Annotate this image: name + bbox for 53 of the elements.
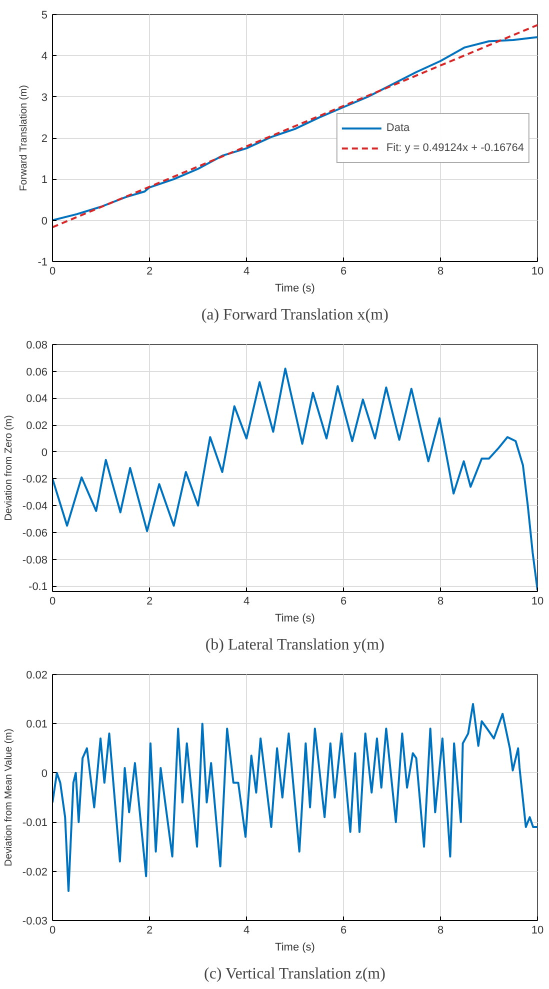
y-tick-label: -0.04 [22, 500, 48, 513]
x-axis-title: Time (s) [275, 282, 315, 294]
x-axis-title: Time (s) [275, 612, 315, 624]
x-tick-label: 6 [340, 924, 347, 936]
legend-label: Fit: y = 0.49124x + -0.16764 [386, 142, 524, 154]
x-axis-title: Time (s) [275, 942, 315, 954]
x-tick-label: 8 [437, 924, 444, 936]
y-axis-title: Deviation from Mean Value (m) [3, 728, 14, 866]
x-tick-label: 2 [146, 266, 153, 278]
x-tick-label: 0 [49, 924, 56, 936]
y-tick-label: 3 [41, 92, 48, 104]
x-tick-label: 2 [146, 924, 153, 936]
legend-label: Data [386, 122, 410, 134]
y-tick-label: 0.06 [26, 366, 48, 378]
x-tick-label: 8 [437, 596, 444, 608]
y-axis-title: Deviation from Zero (m) [3, 415, 14, 521]
text: (a) Forward Translation x(m) [201, 306, 388, 324]
y-tick-label: 0.08 [26, 340, 48, 352]
x-tick-label: 4 [243, 596, 250, 608]
y-tick-label: 0.02 [26, 420, 48, 432]
line-series [52, 703, 538, 892]
x-tick-label: 6 [340, 596, 347, 608]
x-tick-label: 10 [531, 266, 544, 278]
x-tick-label: 4 [243, 924, 250, 936]
y-tick-label: 0.01 [26, 718, 48, 731]
x-tick-label: 8 [437, 266, 444, 278]
y-tick-label: -0.01 [22, 817, 48, 830]
y-tick-label: 0 [41, 768, 48, 780]
y-tick-label: 4 [41, 50, 48, 63]
y-axis-title: Forward Translation (m) [18, 85, 30, 192]
text: (c) Vertical Translation z(m) [204, 966, 386, 982]
y-tick-label: 1 [41, 174, 48, 186]
x-tick-label: 2 [146, 596, 153, 608]
y-tick-label: 5 [41, 10, 48, 22]
x-tick-label: 10 [531, 924, 544, 936]
x-tick-label: 6 [340, 266, 347, 278]
y-tick-label: -0.03 [22, 916, 48, 928]
y-tick-label: -0.06 [22, 527, 48, 540]
y-tick-label: -0.02 [22, 474, 48, 486]
x-tick-label: 0 [49, 596, 56, 608]
x-tick-label: 10 [531, 596, 544, 608]
y-tick-label: -1 [38, 256, 48, 268]
text: (b) Lateral Translation y(m) [205, 636, 384, 654]
y-tick-label: 0.04 [26, 393, 48, 406]
y-tick-label: -0.1 [28, 581, 48, 594]
x-tick-label: 0 [49, 266, 56, 278]
y-tick-label: 2 [41, 133, 48, 145]
y-tick-label: 0 [41, 446, 48, 459]
x-tick-label: 4 [243, 266, 250, 278]
y-tick-label: 0.02 [26, 670, 48, 682]
y-tick-label: 0 [41, 215, 48, 228]
y-tick-label: -0.02 [22, 866, 48, 878]
y-tick-label: -0.08 [22, 554, 48, 566]
